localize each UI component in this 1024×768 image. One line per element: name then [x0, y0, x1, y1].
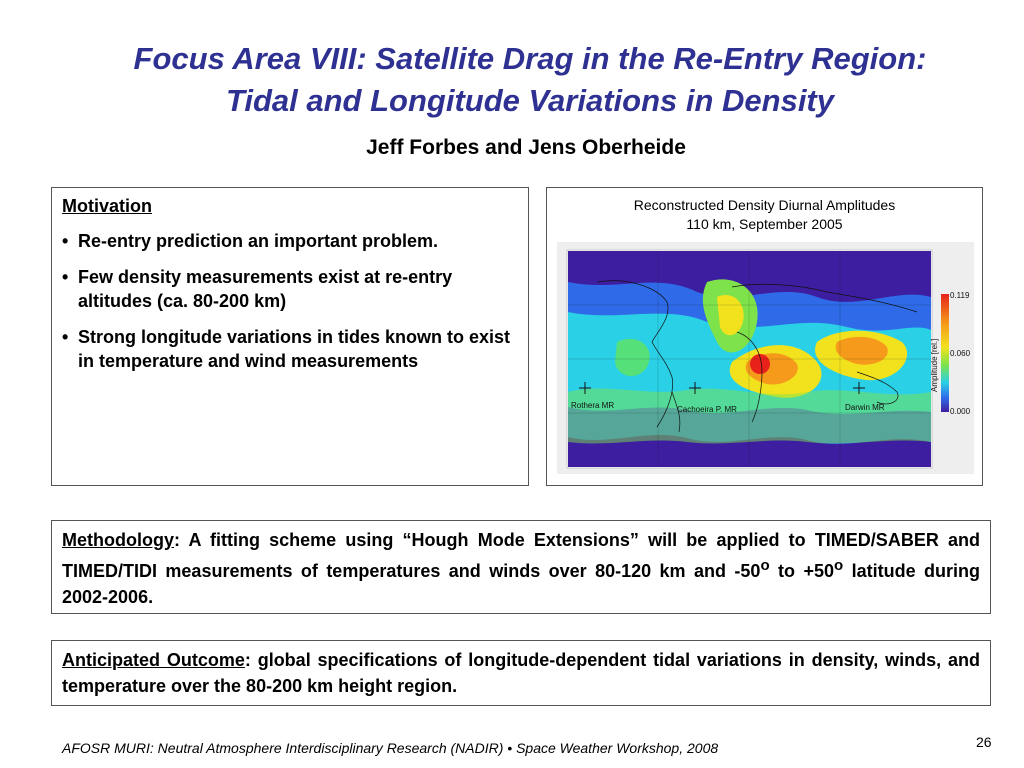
motivation-bullet: • Few density measurements exist at re-en… — [62, 267, 453, 311]
methodology-text: : A fitting scheme using “Hough Mode Ext… — [62, 530, 980, 581]
colorbar-tick: 0.119 — [950, 291, 970, 300]
outcome-box: Anticipated Outcome: global specificatio… — [51, 640, 991, 706]
authors: Jeff Forbes and Jens Oberheide — [366, 136, 686, 159]
figure-title: Reconstructed Density Diurnal Amplitudes… — [633, 197, 896, 232]
density-amplitude-map: Rothera MR Cachoeira P. MR Darwin MR 0.1… — [557, 242, 974, 474]
colorbar — [941, 294, 949, 412]
methodology-box: Methodology: A fitting scheme using “Hou… — [51, 520, 991, 614]
motivation-bullet: • Strong longitude variations in tides kn… — [62, 327, 511, 371]
motivation-heading: Motivation — [62, 196, 152, 216]
page-number: 26 — [976, 734, 992, 750]
motivation-box: Motivation • Re-entry prediction an impor… — [51, 187, 529, 486]
station-label: Cachoeira P. MR — [677, 405, 737, 414]
colorbar-tick: 0.000 — [950, 407, 971, 416]
density-figure-box: Reconstructed Density Diurnal Amplitudes… — [546, 187, 983, 486]
title-line-1: Focus Area VIII: Satellite Drag in the R… — [133, 41, 927, 76]
outcome-text: : global specifications of longitude-dep… — [62, 650, 980, 696]
station-label: Darwin MR — [845, 403, 885, 412]
methodology-label: Methodology — [62, 530, 174, 550]
colorbar-label: Amplitude [rel.] — [930, 339, 939, 392]
motivation-list: • Re-entry prediction an important proble… — [62, 229, 518, 373]
station-label: Rothera MR — [571, 401, 614, 410]
footer: AFOSR MURI: Neutral Atmosphere Interdisc… — [62, 740, 719, 756]
outcome-label: Anticipated Outcome — [62, 650, 245, 670]
slide-title: Focus Area VIII: Satellite Drag in the R… — [0, 38, 1024, 122]
colorbar-tick: 0.060 — [950, 349, 971, 358]
motivation-bullet: • Re-entry prediction an important proble… — [62, 231, 439, 251]
title-line-2: Tidal and Longitude Variations in Densit… — [225, 83, 834, 118]
